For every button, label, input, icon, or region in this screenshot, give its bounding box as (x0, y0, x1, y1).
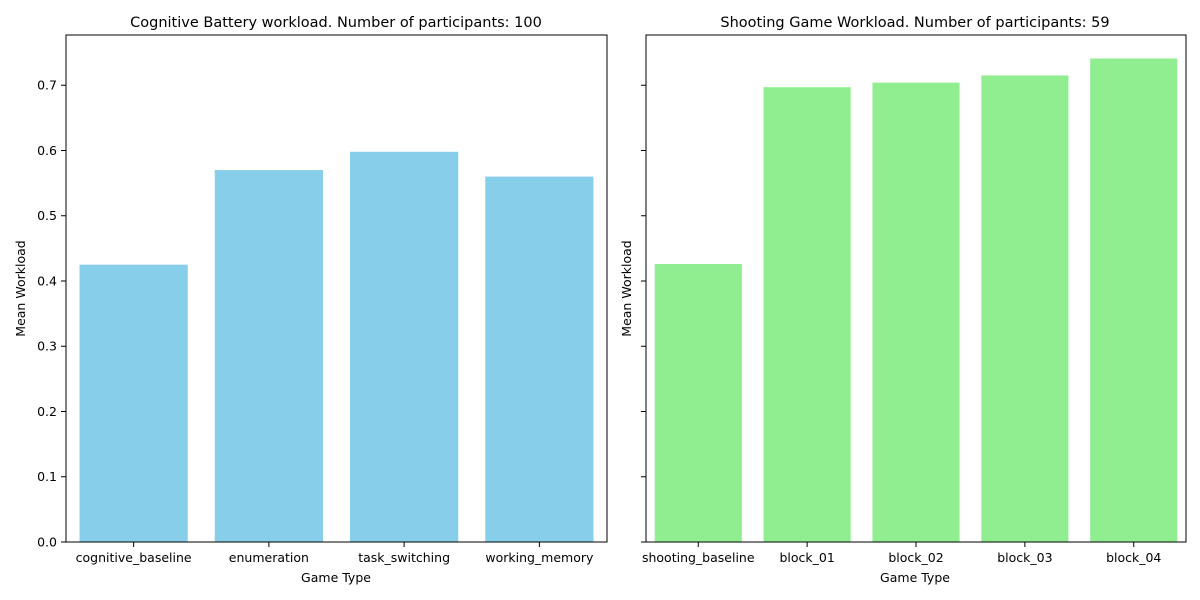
x-tick-label: working_memory (485, 550, 594, 565)
bars-group (654, 58, 1178, 543)
x-tick-label: block_01 (779, 550, 834, 565)
bar-block-01 (763, 87, 851, 542)
chart-title: Shooting Game Workload. Number of partic… (720, 15, 1109, 31)
x-tick-label: cognitive_baseline (76, 550, 192, 565)
y-tick-label: 0.3 (37, 339, 57, 354)
x-axis-label: Game Type (880, 570, 950, 585)
y-axis (641, 84, 646, 543)
bar-enumeration (214, 170, 323, 542)
bar-working-memory (485, 176, 594, 542)
y-tick-label: 0.5 (37, 208, 57, 223)
bars-group (79, 151, 594, 543)
x-tick-label: task_switching (358, 550, 450, 565)
chart-title: Cognitive Battery workload. Number of pa… (130, 15, 542, 31)
bar-block-04 (1090, 58, 1178, 543)
x-tick-label: shooting_baseline (642, 550, 755, 565)
plot-frame (65, 34, 608, 543)
bar-cognitive-baseline (79, 264, 188, 542)
bar-task-switching (350, 151, 459, 543)
y-tick-label: 0.0 (37, 535, 57, 550)
y-tick-label: 0.7 (37, 78, 57, 93)
x-tick-label: block_04 (1106, 550, 1161, 565)
y-axis: 0.0 0.1 0.2 0.3 0.4 0.5 0.6 0.7 (37, 78, 66, 550)
y-tick-label: 0.1 (37, 469, 57, 484)
bar-shooting-baseline (654, 264, 742, 542)
y-axis-label: Mean Workload (13, 240, 28, 336)
y-tick-label: 0.4 (37, 273, 57, 288)
bar-block-02 (872, 82, 960, 542)
x-axis: shooting_baseline block_01 block_02 block_0… (642, 542, 1161, 565)
x-axis: cognitive_baseline enumeration task_switch… (76, 542, 594, 565)
y-tick-label: 0.2 (37, 404, 57, 419)
bar-block-03 (981, 75, 1069, 543)
x-tick-label: block_03 (997, 550, 1052, 565)
x-axis-label: Game Type (301, 570, 371, 585)
cognitive-battery-chart: Cognitive Battery workload. Number of pa… (13, 15, 608, 585)
x-tick-label: enumeration (229, 550, 309, 565)
x-tick-label: block_02 (888, 550, 943, 565)
y-tick-label: 0.6 (37, 143, 57, 158)
shooting-game-chart: Shooting Game Workload. Number of partic… (619, 15, 1187, 585)
y-axis-label: Mean Workload (619, 240, 634, 336)
